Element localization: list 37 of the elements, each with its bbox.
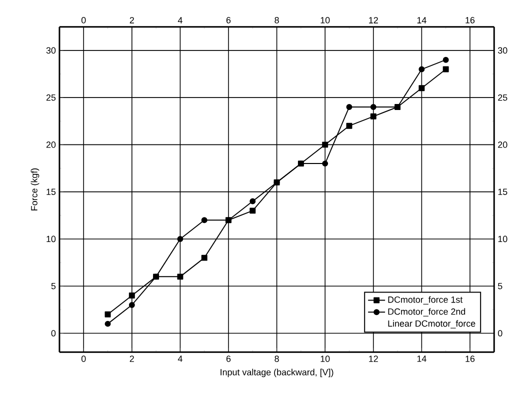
- x2-tick-label: 12: [369, 356, 378, 362]
- legend-label: DCmotor_force 2nd: [388, 308, 466, 317]
- x2-tick-label: 10: [320, 356, 330, 362]
- x-tick-label: 0: [81, 17, 86, 24]
- x-tick-label: 10: [320, 17, 330, 24]
- x2-tick-label: 4: [178, 356, 182, 362]
- x-tick-label: 4: [178, 17, 182, 24]
- x2-tick-label: 8: [274, 356, 279, 362]
- x2-tick-label: 14: [417, 356, 426, 362]
- y2-tick-label: 10: [498, 236, 508, 242]
- y2-tick-label: 20: [498, 142, 508, 148]
- x2-tick-label: 2: [130, 356, 134, 362]
- x-tick-label: 12: [369, 17, 378, 24]
- legend-label: DCmotor_force 1st: [388, 296, 463, 305]
- x-tick-label: 8: [274, 17, 279, 24]
- x-tick-label: 14: [417, 17, 426, 24]
- y-tick-label: 25: [46, 94, 56, 101]
- y-tick-label: 20: [46, 142, 56, 148]
- annotation: Linear DCmotor_force: [388, 320, 476, 328]
- x-tick-label: 2: [130, 17, 134, 24]
- y-tick-label: 15: [46, 188, 56, 196]
- x2-tick-label: 0: [81, 356, 86, 362]
- x-tick-label: 6: [226, 17, 231, 24]
- x-tick-label: 16: [466, 17, 475, 24]
- y2-tick-label: 25: [498, 94, 508, 101]
- y2-tick-label: 15: [498, 188, 508, 196]
- y-tick-label: 0: [51, 330, 56, 336]
- y-tick-label: 5: [51, 283, 56, 290]
- y-tick-label: 30: [46, 47, 56, 54]
- y2-tick-label: 30: [498, 47, 508, 54]
- x2-tick-label: 16: [466, 356, 475, 362]
- y2-tick-label: 0: [498, 330, 502, 336]
- y-axis-title: Force (kgf): [30, 168, 40, 210]
- x-axis-title: Input valtage (backward, [V]): [220, 368, 334, 378]
- y-tick-label: 10: [46, 236, 56, 242]
- y2-tick-label: 5: [498, 283, 502, 290]
- x2-tick-label: 6: [226, 356, 231, 362]
